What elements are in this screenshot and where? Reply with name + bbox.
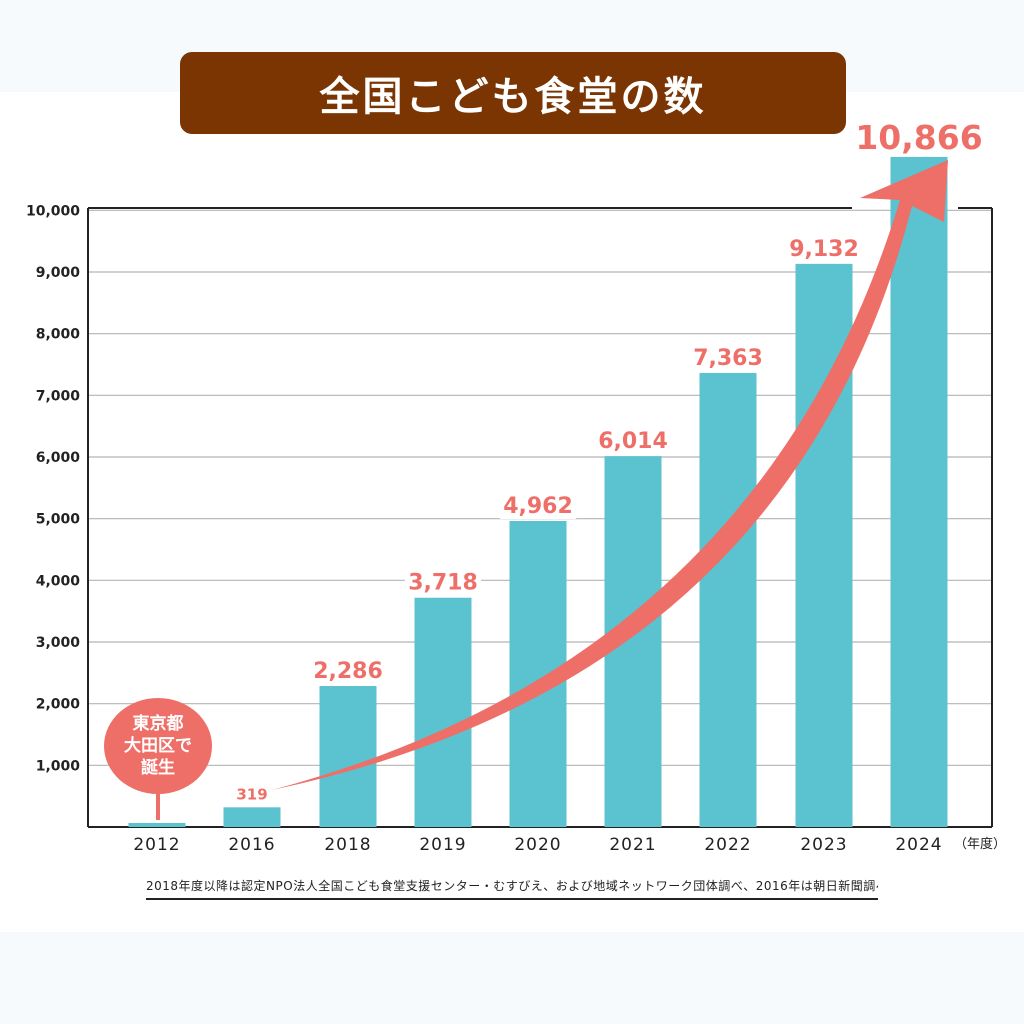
bar xyxy=(128,823,186,827)
annotation-line: 誕生 xyxy=(141,758,175,778)
x-tick-label: 2024 xyxy=(895,835,942,855)
value-label: 3,718 xyxy=(408,571,478,596)
y-tick-label: 7,000 xyxy=(36,388,81,404)
y-tick-label: 9,000 xyxy=(36,265,81,281)
value-label-bg xyxy=(785,235,863,262)
annotation-line: 大田区で xyxy=(124,736,192,756)
x-tick-label: 2022 xyxy=(704,835,751,855)
x-tick-label: 2018 xyxy=(324,835,371,855)
origin-annotation-bubble: 東京都 大田区で 誕生 xyxy=(104,698,212,794)
y-tick-label: 2,000 xyxy=(36,697,81,713)
annotation-pointer xyxy=(156,790,160,820)
value-label: 4,962 xyxy=(503,494,573,519)
chart-title: 全国こども食堂の数 xyxy=(180,52,846,134)
y-tick-label: 6,000 xyxy=(36,450,81,466)
bar xyxy=(223,807,281,827)
y-tick-label: 3,000 xyxy=(36,635,81,651)
x-tick-label: 2020 xyxy=(514,835,561,855)
y-tick-label: 1,000 xyxy=(36,758,81,774)
value-label-bg xyxy=(499,493,577,520)
x-tick-label: 2016 xyxy=(228,835,275,855)
y-tick-label: 8,000 xyxy=(36,327,81,343)
y-tick-label: 10,000 xyxy=(26,203,80,219)
annotation-line: 東京都 xyxy=(132,714,184,734)
y-tick-label: 5,000 xyxy=(36,512,81,528)
x-tick-label: 2023 xyxy=(800,835,847,855)
x-unit-label: （年度） xyxy=(954,836,1006,852)
x-tick-label: 2019 xyxy=(419,835,466,855)
value-label-bg xyxy=(309,658,387,685)
source-note: 2018年度以降は認定NPO法人全国こども食堂支援センター・むすびえ、および地域… xyxy=(146,877,878,900)
x-tick-label: 2012 xyxy=(133,835,180,855)
value-label-bg xyxy=(689,344,767,371)
value-label: 6,014 xyxy=(598,429,668,454)
value-label: 2,286 xyxy=(313,659,383,684)
bar xyxy=(890,156,948,827)
value-label: 7,363 xyxy=(693,346,763,371)
y-tick-label: 4,000 xyxy=(36,573,81,589)
bar xyxy=(319,686,377,827)
value-label-bg xyxy=(404,569,482,596)
bar xyxy=(414,597,472,827)
value-label-bg xyxy=(594,428,672,455)
value-label: 10,866 xyxy=(855,118,982,157)
value-label: 9,132 xyxy=(789,237,859,262)
bar xyxy=(699,372,757,827)
value-label-bg xyxy=(853,117,985,155)
value-label: 319 xyxy=(236,785,267,803)
x-tick-label: 2021 xyxy=(609,835,656,855)
